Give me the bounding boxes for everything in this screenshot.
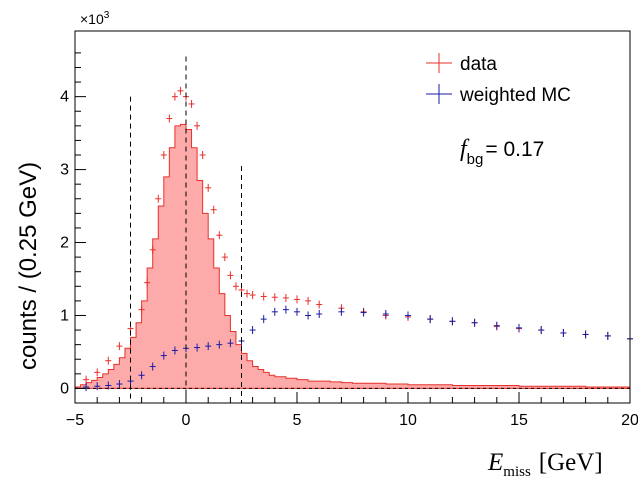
x-tick-label: 0 — [182, 412, 191, 429]
data-point — [177, 86, 184, 95]
data-point — [221, 253, 228, 262]
data-point — [171, 92, 178, 101]
legend-mc-label: weighted MC — [459, 85, 571, 106]
mc-point — [116, 380, 123, 389]
y-multiplier-exponent: 3 — [104, 10, 110, 21]
data-point — [83, 375, 90, 384]
mc-point — [227, 339, 234, 348]
data-point — [227, 271, 234, 280]
mc-point — [171, 346, 178, 355]
y-tick-label: 4 — [60, 89, 69, 106]
mc-point — [216, 340, 223, 349]
mc-point — [194, 343, 201, 352]
points-layer — [83, 86, 633, 391]
mc-point — [271, 307, 278, 316]
mc-point — [560, 328, 567, 337]
mc-point — [582, 330, 589, 339]
mc-point — [516, 323, 522, 332]
fbg-subscript: bg — [467, 151, 484, 168]
fbg-value: = 0.17 — [485, 138, 544, 161]
mc-point — [305, 311, 312, 320]
data-point — [149, 245, 156, 254]
data-point — [144, 278, 151, 287]
mc-point — [405, 311, 411, 320]
fbg-annotation: fbg= 0.17 — [460, 136, 544, 168]
legend: data weighted MC — [426, 53, 571, 106]
data-point — [244, 289, 251, 298]
x-tick-label: 20 — [621, 412, 638, 429]
y-tick-label: 3 — [60, 162, 69, 179]
mc-point — [282, 305, 289, 314]
legend-data-label: data — [460, 54, 497, 75]
mc-point — [604, 331, 611, 340]
x-axis-label-unit: [GeV] — [539, 449, 603, 476]
mc-point — [205, 342, 212, 351]
mc-point — [382, 310, 389, 319]
mc-fill-layer — [74, 123, 631, 389]
mc-point — [338, 307, 345, 316]
data-point — [205, 183, 212, 192]
mc-point — [138, 371, 145, 380]
y-tick-label: 1 — [60, 307, 69, 324]
data-point — [260, 292, 267, 301]
x-tick-label: 10 — [399, 412, 417, 429]
mc-point — [427, 315, 434, 324]
x-axis-label-subscript: miss — [503, 464, 531, 480]
mc-point — [316, 310, 323, 319]
x-tick-label: −5 — [66, 412, 84, 429]
cut-lines-layer — [130, 56, 242, 403]
x-tick-label: 15 — [510, 412, 528, 429]
ticks-layer: −5 0 5 10 15 20 0 1 2 3 4 — [60, 52, 638, 429]
data-point — [249, 291, 256, 300]
mc-point — [260, 315, 267, 324]
x-tick-label: 5 — [293, 412, 302, 429]
data-point — [116, 342, 123, 351]
mc-point — [83, 382, 90, 391]
mc-point — [360, 308, 367, 317]
mc-point — [160, 351, 167, 360]
mc-point — [449, 317, 456, 326]
data-point — [210, 205, 217, 214]
fbg-symbol: f — [460, 136, 470, 162]
data-point — [105, 356, 112, 365]
data-point — [138, 305, 145, 314]
data-point — [316, 300, 323, 309]
y-tick-label: 2 — [60, 235, 69, 252]
data-point — [294, 295, 300, 304]
mc-point — [105, 381, 112, 390]
mc-point — [149, 362, 156, 371]
data-point — [160, 151, 167, 159]
mc-point — [493, 321, 500, 330]
y-axis-label: counts / (0.25 GeV) — [15, 162, 42, 370]
data-point — [199, 151, 206, 159]
mc-point — [471, 318, 478, 327]
data-point — [155, 194, 162, 203]
data-point — [94, 368, 101, 377]
data-point — [194, 121, 201, 130]
y-tick-label: 0 — [60, 380, 69, 397]
x-axis-label: Emiss [GeV] — [487, 449, 603, 480]
data-point — [305, 296, 312, 305]
y-multiplier: ×103 — [80, 10, 110, 27]
data-point — [188, 99, 195, 108]
data-point — [232, 282, 239, 291]
mc-point — [294, 307, 300, 316]
plot-frame — [74, 30, 631, 404]
mc-point — [249, 326, 256, 335]
data-point — [166, 114, 173, 123]
mc-filled-histogram — [74, 123, 631, 389]
data-point — [282, 293, 289, 302]
mc-point — [94, 382, 101, 391]
data-point — [271, 293, 278, 302]
mc-point — [538, 326, 545, 335]
data-point — [216, 231, 223, 240]
